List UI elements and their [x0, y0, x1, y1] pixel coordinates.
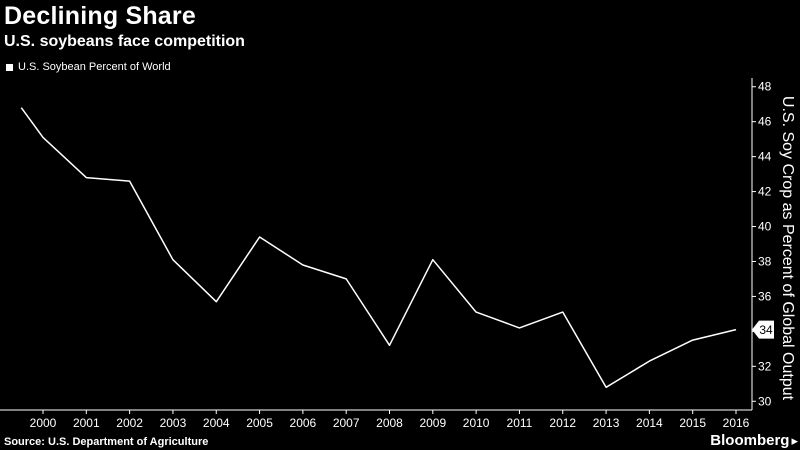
chart-subtitle: U.S. soybeans face competition: [4, 33, 245, 50]
x-tick-label: 2000: [30, 416, 57, 430]
x-tick-label: 2010: [463, 416, 490, 430]
y-tick-label: 42: [758, 185, 772, 199]
x-tick-label: 2012: [549, 416, 576, 430]
last-value-badge: [752, 320, 774, 339]
x-tick-label: 2005: [246, 416, 273, 430]
legend-swatch: [6, 63, 13, 71]
last-value-callout: 34: [752, 320, 774, 339]
last-value-label: 34: [759, 323, 773, 337]
y-tick-label: 48: [758, 80, 772, 94]
y-tick-label: 46: [758, 115, 772, 129]
x-tick-label: 2007: [333, 416, 360, 430]
x-tick-label: 2001: [73, 416, 100, 430]
x-tick-label: 2016: [723, 416, 750, 430]
x-tick-label: 2004: [203, 416, 230, 430]
x-tick-label: 2013: [593, 416, 620, 430]
x-tick-label: 2011: [507, 416, 533, 430]
y-tick-label: 30: [758, 394, 772, 408]
play-icon: ▸: [791, 432, 798, 448]
y-tick-label: 36: [758, 289, 772, 303]
x-tick-label: 2015: [679, 416, 706, 430]
y-tick-label: 44: [758, 150, 772, 164]
x-tick-label: 2006: [290, 416, 317, 430]
y-tick-label: 32: [758, 359, 772, 373]
y-axis-label: U.S. Soy Crop as Percent of Global Outpu…: [779, 96, 796, 401]
bloomberg-logo: Bloomberg ▸: [710, 432, 798, 449]
axes: 30 32 34 36 38 40 42 44 46 48 2000 2001 2002 2003 2004…: [0, 78, 774, 430]
x-tick-label: 2003: [160, 416, 187, 430]
x-tick-label: 2009: [419, 416, 446, 430]
series-line-group: [20, 107, 737, 389]
x-tick-label: 2014: [636, 416, 663, 430]
y-tick-label: 40: [758, 220, 772, 234]
y-tick-label: 38: [758, 254, 772, 268]
source-note: Source: U.S. Department of Agriculture: [4, 436, 209, 448]
chart-title: Declining Share: [4, 2, 196, 30]
legend-label: U.S. Soybean Percent of World: [18, 61, 171, 73]
brand-name: Bloomberg: [710, 432, 790, 449]
x-tick-label: 2002: [116, 416, 143, 430]
series-line: [20, 107, 737, 389]
x-tick-label: 2008: [376, 416, 403, 430]
legend: U.S. Soybean Percent of World: [6, 61, 171, 73]
